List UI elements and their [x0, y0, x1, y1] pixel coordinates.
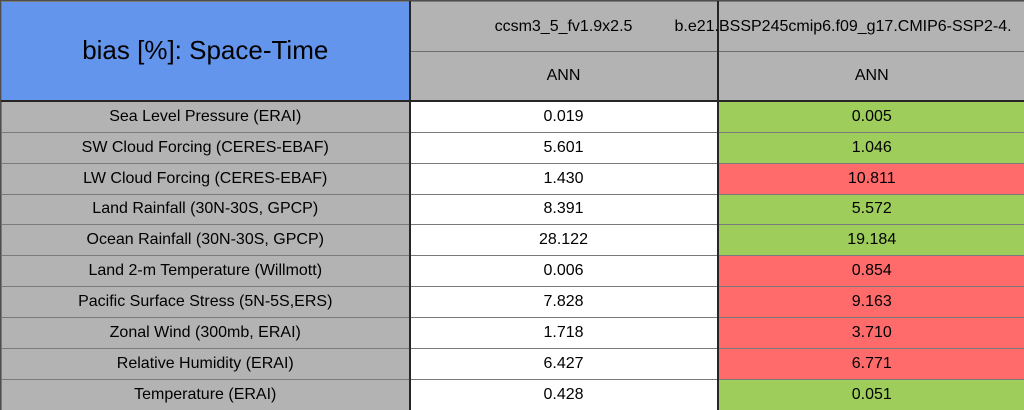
table-row: Land Rainfall (30N-30S, GPCP) 8.391 5.57… [1, 193, 1024, 226]
table-row: SW Cloud Forcing (CERES-EBAF) 5.601 1.04… [1, 131, 1024, 164]
value-cell-model1: 5.601 [408, 131, 718, 164]
header-row-seasons: ANN ANN [2, 51, 1024, 102]
table-row: Sea Level Pressure (ERAI) 0.019 0.005 [1, 100, 1024, 133]
row-label: Land 2-m Temperature (Willmott) [1, 255, 410, 288]
value-cell-model2: 0.051 [716, 378, 1024, 410]
table-row: Ocean Rainfall (30N-30S, GPCP) 28.122 19… [1, 224, 1024, 257]
season-header-1: ANN [408, 51, 718, 102]
row-label: Relative Humidity (ERAI) [1, 348, 410, 380]
value-cell-model2: 0.854 [716, 255, 1024, 288]
row-label: Sea Level Pressure (ERAI) [1, 100, 410, 133]
table-row: Pacific Surface Stress (5N-5S,ERS) 7.828… [1, 286, 1024, 319]
row-label: Pacific Surface Stress (5N-5S,ERS) [1, 286, 410, 319]
row-label: Zonal Wind (300mb, ERAI) [1, 317, 410, 350]
column-header-model-2-label: b.e21.BSSP245cmip6.f09_g17.CMIP6-SSP2-4. [674, 17, 1012, 35]
value-cell-model1: 7.828 [408, 286, 718, 319]
value-cell-model2: 10.811 [716, 162, 1024, 195]
value-cell-model2: 19.184 [716, 224, 1024, 257]
row-label: Temperature (ERAI) [1, 378, 410, 410]
column-header-model-1: ccsm3_5_fv1.9x2.5 [408, 1, 718, 52]
column-header-model-2: b.e21.BSSP245cmip6.f09_g17.CMIP6-SSP2-4. [675, 1, 1024, 52]
table-row: Zonal Wind (300mb, ERAI) 1.718 3.710 [1, 317, 1024, 350]
value-cell-model2: 1.046 [716, 131, 1024, 164]
value-cell-model1: 0.006 [408, 255, 718, 288]
value-cell-model2: 9.163 [716, 286, 1024, 319]
row-label: SW Cloud Forcing (CERES-EBAF) [1, 131, 410, 164]
table-row: Relative Humidity (ERAI) 6.427 6.771 [1, 348, 1024, 380]
row-label: LW Cloud Forcing (CERES-EBAF) [1, 162, 410, 195]
table-row: Temperature (ERAI) 0.428 0.051 [1, 378, 1024, 410]
season-header-2: ANN [716, 51, 1024, 102]
value-cell-model1: 1.718 [408, 317, 718, 350]
value-cell-model1: 8.391 [408, 193, 718, 226]
value-cell-model2: 5.572 [716, 193, 1024, 226]
row-label: Land Rainfall (30N-30S, GPCP) [1, 193, 410, 226]
value-cell-model1: 1.430 [408, 162, 718, 195]
value-cell-model1: 0.428 [408, 378, 718, 410]
table-title: bias [%]: Space-Time [1, 1, 411, 102]
value-cell-model2: 6.771 [716, 348, 1024, 380]
table-row: LW Cloud Forcing (CERES-EBAF) 1.430 10.8… [1, 162, 1024, 195]
table-row: Land 2-m Temperature (Willmott) 0.006 0.… [1, 255, 1024, 288]
value-cell-model1: 6.427 [408, 348, 718, 380]
value-cell-model2: 0.005 [716, 100, 1024, 133]
value-cell-model2: 3.710 [716, 317, 1024, 350]
value-cell-model1: 0.019 [408, 100, 718, 133]
header-row-models: bias [%]: Space-Time ccsm3_5_fv1.9x2.5 b… [1, 1, 1024, 102]
value-cell-model1: 28.122 [408, 224, 718, 257]
row-label: Ocean Rainfall (30N-30S, GPCP) [1, 224, 410, 257]
